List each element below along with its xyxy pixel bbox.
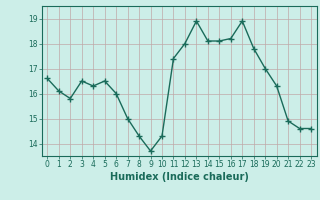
X-axis label: Humidex (Indice chaleur): Humidex (Indice chaleur) <box>110 172 249 182</box>
